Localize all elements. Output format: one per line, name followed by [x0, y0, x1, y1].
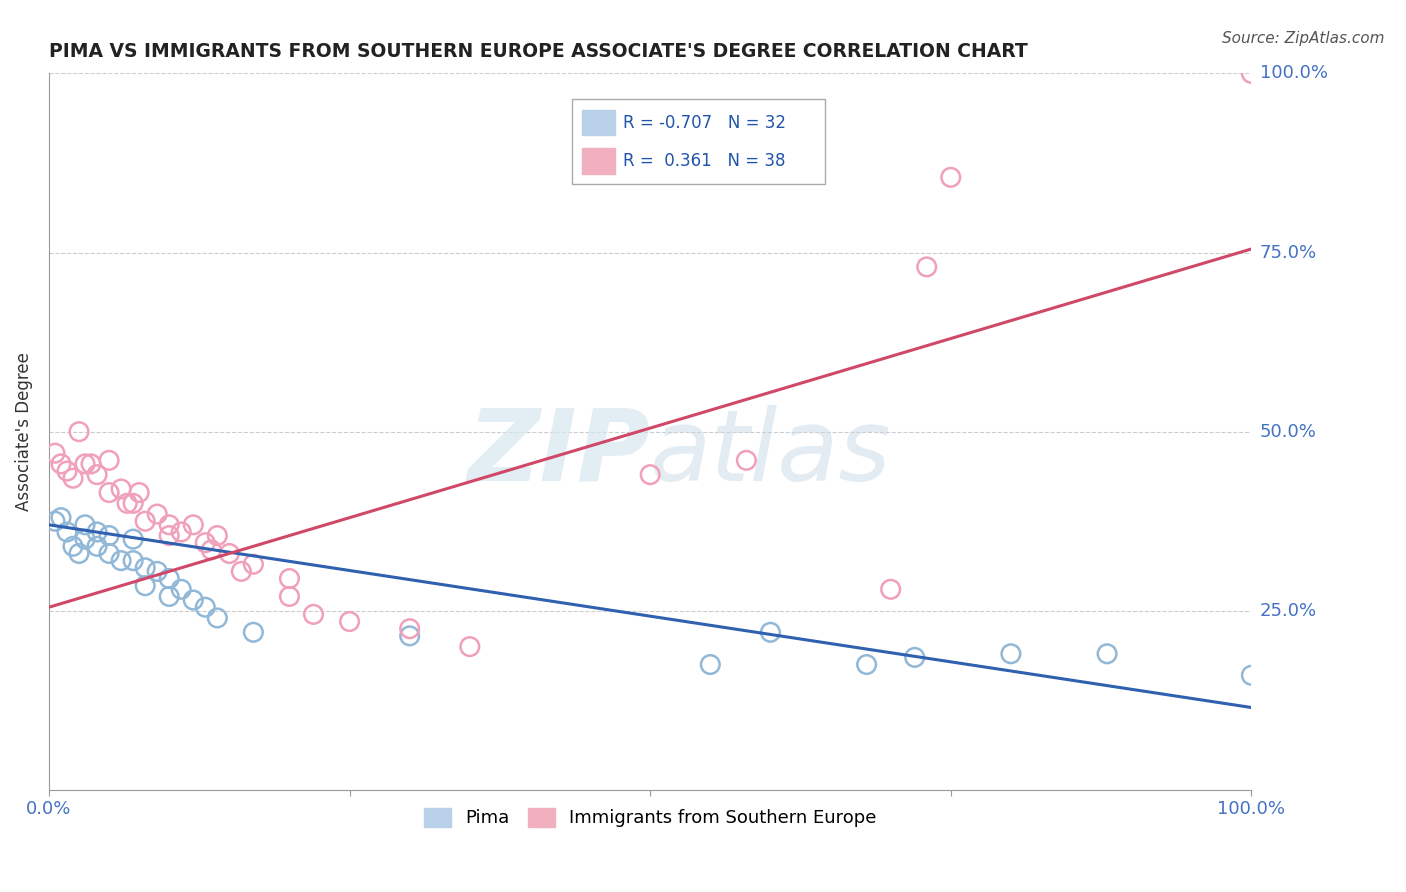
Point — [157, 528, 180, 542]
Point — [904, 650, 927, 665]
Point — [56, 464, 79, 478]
Text: PIMA VS IMMIGRANTS FROM SOUTHERN EUROPE ASSOCIATE'S DEGREE CORRELATION CHART: PIMA VS IMMIGRANTS FROM SOUTHERN EUROPE … — [49, 42, 1028, 61]
Point — [44, 514, 66, 528]
Point — [146, 565, 169, 579]
Y-axis label: Associate's Degree: Associate's Degree — [15, 352, 32, 511]
Point — [915, 260, 938, 274]
Point — [398, 622, 420, 636]
Point — [170, 524, 193, 539]
Point — [242, 558, 264, 572]
Point — [207, 611, 229, 625]
Point — [278, 590, 301, 604]
Point — [49, 510, 72, 524]
Point — [1240, 668, 1263, 682]
Point — [939, 170, 962, 185]
Point — [98, 528, 121, 542]
Point — [122, 532, 145, 546]
Point — [67, 546, 90, 560]
Text: 75.0%: 75.0% — [1260, 244, 1317, 261]
Text: 100.0%: 100.0% — [1260, 64, 1327, 82]
Point — [735, 453, 758, 467]
Legend: Pima, Immigrants from Southern Europe: Pima, Immigrants from Southern Europe — [416, 801, 884, 835]
Point — [80, 457, 103, 471]
Point — [458, 640, 481, 654]
Point — [110, 554, 132, 568]
Point — [134, 514, 156, 528]
Point — [98, 546, 121, 560]
Point — [638, 467, 661, 482]
Point — [231, 565, 253, 579]
Point — [134, 579, 156, 593]
Point — [110, 482, 132, 496]
Point — [128, 485, 150, 500]
Point — [157, 590, 180, 604]
Point — [242, 625, 264, 640]
Point — [181, 517, 204, 532]
Text: atlas: atlas — [650, 405, 891, 501]
Point — [122, 554, 145, 568]
Text: 50.0%: 50.0% — [1260, 423, 1316, 441]
Point — [170, 582, 193, 597]
Point — [73, 517, 96, 532]
Point — [194, 535, 217, 549]
Point — [207, 528, 229, 542]
Point — [62, 471, 84, 485]
Point — [1095, 647, 1118, 661]
Point — [855, 657, 877, 672]
Point — [73, 532, 96, 546]
Point — [879, 582, 901, 597]
Point — [98, 485, 121, 500]
Point — [157, 517, 180, 532]
Point — [115, 496, 138, 510]
Point — [56, 524, 79, 539]
Point — [339, 615, 361, 629]
Point — [1000, 647, 1022, 661]
Point — [146, 507, 169, 521]
Point — [1240, 66, 1263, 80]
Point — [759, 625, 782, 640]
Point — [67, 425, 90, 439]
Point — [194, 600, 217, 615]
Point — [398, 629, 420, 643]
Point — [86, 539, 108, 553]
Point — [98, 453, 121, 467]
Point — [278, 572, 301, 586]
Point — [200, 542, 222, 557]
Point — [86, 467, 108, 482]
Point — [699, 657, 721, 672]
Point — [44, 446, 66, 460]
Point — [122, 496, 145, 510]
Point — [302, 607, 325, 622]
Text: Source: ZipAtlas.com: Source: ZipAtlas.com — [1222, 31, 1385, 46]
Point — [157, 572, 180, 586]
Text: 25.0%: 25.0% — [1260, 602, 1317, 620]
Point — [73, 457, 96, 471]
Point — [218, 546, 240, 560]
Point — [86, 524, 108, 539]
Text: ZIP: ZIP — [467, 405, 650, 501]
Point — [181, 593, 204, 607]
Point — [62, 539, 84, 553]
Point — [49, 457, 72, 471]
Point — [134, 561, 156, 575]
